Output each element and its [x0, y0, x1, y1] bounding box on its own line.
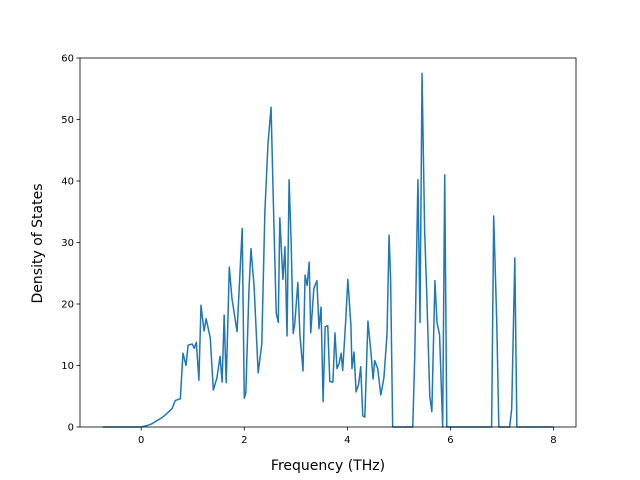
y-tick-label: 60 [61, 54, 74, 65]
x-tick-label: 6 [447, 435, 453, 446]
plot-frame [79, 57, 577, 428]
x-tick-label: 0 [138, 435, 144, 446]
y-tick-label: 10 [61, 361, 74, 372]
y-tick-label: 50 [61, 115, 74, 126]
y-tick-label: 20 [61, 300, 74, 311]
x-tick-label: 4 [344, 435, 350, 446]
y-axis-title: Density of States [30, 184, 46, 304]
x-tick-label: 2 [241, 435, 247, 446]
data-line [102, 72, 554, 428]
x-axis-title: Frequency (THz) [271, 458, 385, 474]
y-tick-label: 40 [61, 177, 74, 188]
y-tick-label: 0 [68, 423, 74, 434]
y-tick-label: 30 [61, 238, 74, 249]
x-tick-label: 8 [550, 435, 556, 446]
